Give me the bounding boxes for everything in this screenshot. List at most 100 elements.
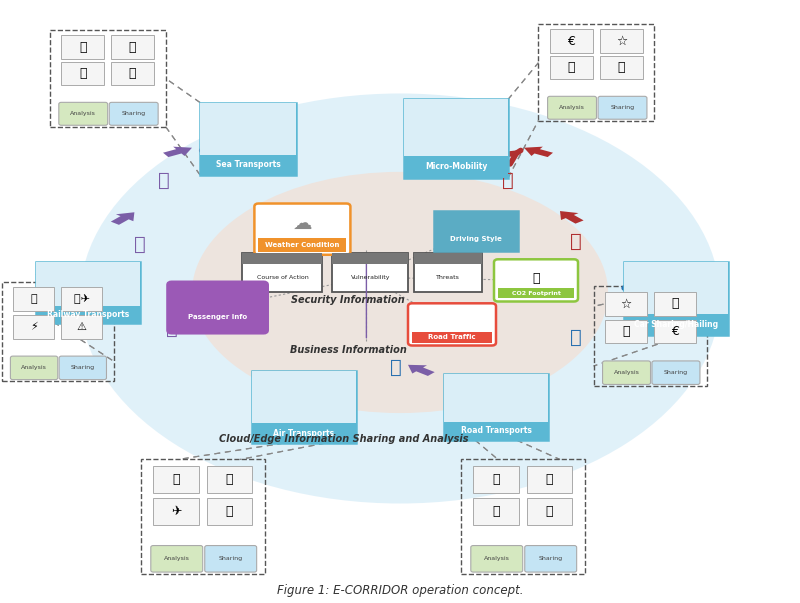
Text: ☁: ☁ bbox=[293, 214, 312, 233]
FancyBboxPatch shape bbox=[470, 546, 522, 572]
Polygon shape bbox=[163, 147, 192, 157]
FancyBboxPatch shape bbox=[61, 62, 104, 86]
Text: 🌿: 🌿 bbox=[532, 272, 540, 285]
Text: 🚢: 🚢 bbox=[79, 40, 86, 54]
FancyBboxPatch shape bbox=[654, 320, 696, 344]
FancyBboxPatch shape bbox=[600, 30, 643, 52]
FancyBboxPatch shape bbox=[13, 315, 54, 339]
Polygon shape bbox=[608, 329, 632, 341]
FancyBboxPatch shape bbox=[333, 253, 409, 292]
Text: ⛽: ⛽ bbox=[622, 325, 630, 338]
FancyBboxPatch shape bbox=[404, 99, 508, 156]
Polygon shape bbox=[408, 365, 434, 376]
FancyBboxPatch shape bbox=[154, 466, 199, 493]
Text: Figure 1: E-CORRIDOR operation concept.: Figure 1: E-CORRIDOR operation concept. bbox=[277, 584, 523, 598]
Text: Analysis: Analysis bbox=[21, 365, 47, 370]
FancyBboxPatch shape bbox=[550, 30, 593, 52]
FancyBboxPatch shape bbox=[206, 497, 253, 525]
FancyBboxPatch shape bbox=[252, 423, 356, 443]
Text: Cloud/Edge Information Sharing and Analysis: Cloud/Edge Information Sharing and Analy… bbox=[219, 434, 469, 444]
FancyBboxPatch shape bbox=[412, 332, 492, 343]
Text: 🛟: 🛟 bbox=[129, 68, 136, 80]
Text: Analysis: Analysis bbox=[559, 106, 585, 110]
Text: 🔧: 🔧 bbox=[618, 62, 625, 74]
FancyBboxPatch shape bbox=[252, 371, 356, 443]
Text: Sharing: Sharing bbox=[538, 557, 562, 561]
FancyBboxPatch shape bbox=[605, 292, 647, 316]
Text: 🚶: 🚶 bbox=[166, 319, 178, 338]
Polygon shape bbox=[94, 270, 118, 282]
Text: Passenger Info: Passenger Info bbox=[188, 314, 247, 320]
FancyBboxPatch shape bbox=[414, 253, 482, 292]
FancyBboxPatch shape bbox=[254, 203, 350, 254]
Text: €: € bbox=[671, 325, 678, 338]
Text: Road Transports: Road Transports bbox=[461, 426, 531, 435]
FancyBboxPatch shape bbox=[404, 99, 508, 178]
Text: ✈: ✈ bbox=[171, 505, 182, 518]
FancyBboxPatch shape bbox=[408, 303, 496, 346]
Text: 👮: 👮 bbox=[226, 505, 234, 518]
FancyBboxPatch shape bbox=[242, 253, 322, 292]
Text: 🏭: 🏭 bbox=[226, 473, 234, 486]
FancyBboxPatch shape bbox=[600, 56, 643, 80]
Text: Sea Transports: Sea Transports bbox=[216, 160, 280, 169]
Text: Sharing: Sharing bbox=[70, 365, 95, 370]
Text: Car Sharing/Hailing: Car Sharing/Hailing bbox=[634, 320, 718, 329]
Text: Analysis: Analysis bbox=[70, 112, 96, 116]
FancyBboxPatch shape bbox=[652, 361, 700, 385]
Text: Analysis: Analysis bbox=[614, 370, 639, 375]
Polygon shape bbox=[524, 147, 553, 157]
Text: 🚶: 🚶 bbox=[570, 232, 582, 251]
FancyBboxPatch shape bbox=[602, 361, 650, 385]
FancyBboxPatch shape bbox=[206, 466, 253, 493]
FancyBboxPatch shape bbox=[10, 356, 58, 380]
Text: 🚗: 🚗 bbox=[671, 297, 678, 311]
Text: 📟: 📟 bbox=[30, 294, 37, 304]
FancyBboxPatch shape bbox=[434, 212, 518, 251]
Text: ☆: ☆ bbox=[620, 297, 632, 311]
Text: 🍾: 🍾 bbox=[79, 68, 86, 80]
FancyBboxPatch shape bbox=[526, 497, 573, 525]
FancyBboxPatch shape bbox=[598, 96, 647, 119]
FancyBboxPatch shape bbox=[526, 466, 573, 493]
Text: 🚶: 🚶 bbox=[502, 171, 514, 191]
Text: 👮: 👮 bbox=[492, 473, 500, 486]
Text: ⚡: ⚡ bbox=[30, 322, 38, 332]
Polygon shape bbox=[560, 211, 584, 224]
FancyBboxPatch shape bbox=[444, 421, 548, 440]
Text: 🚶: 🚶 bbox=[570, 328, 582, 347]
FancyBboxPatch shape bbox=[36, 262, 140, 323]
FancyBboxPatch shape bbox=[444, 374, 548, 440]
Text: Sharing: Sharing bbox=[610, 106, 634, 110]
FancyBboxPatch shape bbox=[624, 314, 728, 335]
Text: €: € bbox=[567, 34, 575, 48]
Text: ☆: ☆ bbox=[616, 34, 627, 48]
Text: Sharing: Sharing bbox=[218, 557, 242, 561]
FancyBboxPatch shape bbox=[36, 262, 140, 306]
FancyBboxPatch shape bbox=[61, 315, 102, 339]
FancyBboxPatch shape bbox=[333, 253, 409, 264]
FancyBboxPatch shape bbox=[61, 36, 104, 58]
Text: 🔧: 🔧 bbox=[492, 505, 500, 518]
FancyBboxPatch shape bbox=[498, 288, 574, 298]
FancyBboxPatch shape bbox=[61, 287, 102, 311]
Text: 📍: 📍 bbox=[568, 62, 575, 74]
FancyBboxPatch shape bbox=[110, 103, 158, 125]
Text: 🖥: 🖥 bbox=[546, 473, 554, 486]
Text: Railway Transports: Railway Transports bbox=[47, 310, 129, 318]
Text: Air Transports: Air Transports bbox=[274, 429, 334, 438]
Ellipse shape bbox=[80, 93, 720, 504]
Text: Road Traffic: Road Traffic bbox=[428, 334, 476, 340]
FancyBboxPatch shape bbox=[200, 103, 296, 175]
FancyBboxPatch shape bbox=[258, 238, 346, 252]
FancyBboxPatch shape bbox=[168, 282, 267, 333]
Text: 🧳: 🧳 bbox=[172, 473, 180, 486]
FancyBboxPatch shape bbox=[473, 497, 519, 525]
FancyBboxPatch shape bbox=[550, 56, 593, 80]
Text: Sharing: Sharing bbox=[664, 370, 688, 375]
Text: Weather Condition: Weather Condition bbox=[266, 242, 339, 248]
Text: ⚠: ⚠ bbox=[77, 322, 86, 332]
Text: ⛽: ⛽ bbox=[546, 505, 554, 518]
Text: Business Information: Business Information bbox=[290, 345, 406, 355]
Text: Course of Action: Course of Action bbox=[257, 275, 308, 280]
